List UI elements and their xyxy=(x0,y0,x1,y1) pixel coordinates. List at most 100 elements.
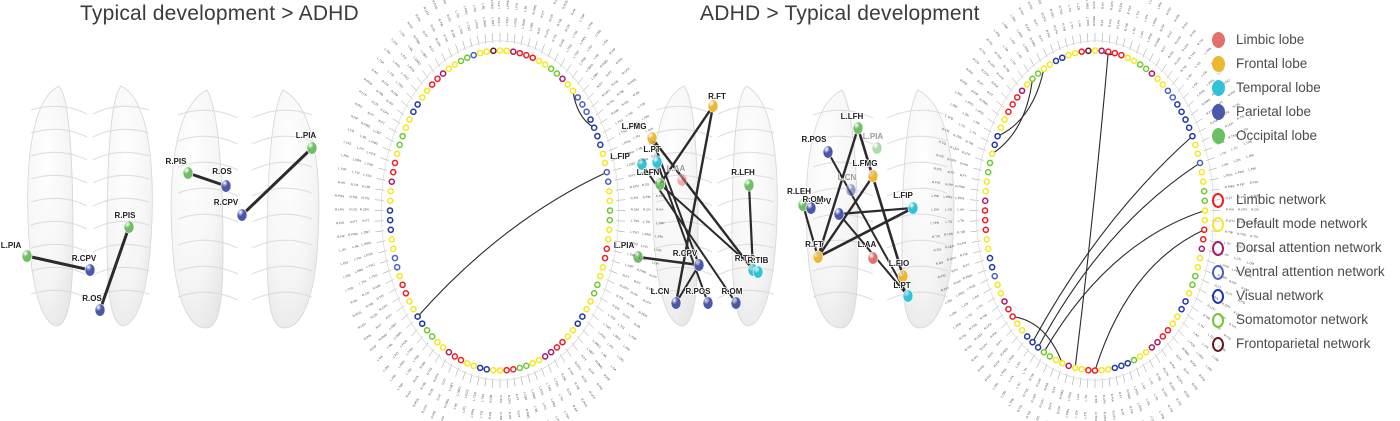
ring-node[interactable] xyxy=(1169,94,1177,101)
ring-node[interactable] xyxy=(523,51,530,59)
ring-node[interactable] xyxy=(984,245,992,253)
ring-node[interactable] xyxy=(1046,353,1054,360)
legend-row[interactable]: Default mode network xyxy=(1212,212,1400,236)
ring-node[interactable] xyxy=(1185,124,1193,132)
brain-node[interactable] xyxy=(220,179,232,193)
brain-node[interactable] xyxy=(651,155,663,169)
ring-node[interactable] xyxy=(1058,359,1066,367)
brain-node[interactable] xyxy=(94,303,106,317)
ring-node[interactable] xyxy=(601,254,609,262)
legend-row[interactable]: Visual network xyxy=(1212,284,1400,308)
ring-node[interactable] xyxy=(583,305,590,313)
ring-node[interactable] xyxy=(406,298,413,305)
ring-node[interactable] xyxy=(1029,75,1036,83)
ring-node[interactable] xyxy=(1130,356,1138,364)
ring-node[interactable] xyxy=(509,48,517,55)
ring-node[interactable] xyxy=(1142,348,1150,356)
ring-node[interactable] xyxy=(1142,65,1150,73)
ring-node[interactable] xyxy=(1104,366,1112,373)
ring-node[interactable] xyxy=(1164,326,1172,334)
ring-node[interactable] xyxy=(418,94,426,101)
brain-node[interactable] xyxy=(182,166,194,180)
ring-node[interactable] xyxy=(389,245,397,253)
ring-node[interactable] xyxy=(590,124,598,132)
legend-row[interactable]: Frontal lobe xyxy=(1212,52,1400,76)
legend-row[interactable]: Occipital lobe xyxy=(1212,124,1400,148)
ring-node[interactable] xyxy=(418,320,426,327)
ring-node[interactable] xyxy=(569,87,577,95)
ring-node[interactable] xyxy=(1174,101,1181,108)
ring-node[interactable] xyxy=(984,168,992,176)
ring-node[interactable] xyxy=(1018,87,1026,95)
ring-node[interactable] xyxy=(387,187,395,195)
ring-node[interactable] xyxy=(547,348,555,356)
ring-node[interactable] xyxy=(451,353,459,360)
legend-row[interactable]: Limbic network xyxy=(1212,188,1400,212)
ring-node[interactable] xyxy=(1200,226,1208,234)
ring-node[interactable] xyxy=(1078,48,1086,55)
ring-node[interactable] xyxy=(1071,364,1079,372)
ring-node[interactable] xyxy=(476,364,484,372)
ring-node[interactable] xyxy=(1201,197,1209,205)
brain-node[interactable] xyxy=(632,250,644,264)
ring-node[interactable] xyxy=(603,245,611,253)
ring-node[interactable] xyxy=(1023,81,1031,88)
ring-node[interactable] xyxy=(597,272,604,280)
ring-node[interactable] xyxy=(599,150,607,158)
ring-node[interactable] xyxy=(463,54,471,62)
ring-node[interactable] xyxy=(1029,338,1036,346)
ring-node[interactable] xyxy=(410,305,417,313)
ring-node[interactable] xyxy=(991,272,998,280)
ring-node[interactable] xyxy=(529,359,537,367)
brain-node[interactable] xyxy=(822,145,834,159)
ring-node[interactable] xyxy=(541,353,549,360)
ring-node[interactable] xyxy=(1178,305,1185,313)
ring-node[interactable] xyxy=(1001,116,1008,123)
ring-node[interactable] xyxy=(463,359,471,367)
ring-node[interactable] xyxy=(423,326,431,334)
ring-node[interactable] xyxy=(983,236,991,243)
ring-node[interactable] xyxy=(541,61,549,68)
ring-node[interactable] xyxy=(982,226,990,234)
ring-node[interactable] xyxy=(574,320,582,327)
ring-node[interactable] xyxy=(1034,344,1042,351)
ring-node[interactable] xyxy=(1040,65,1048,73)
ring-node[interactable] xyxy=(470,51,477,59)
ring-node[interactable] xyxy=(597,141,604,149)
legend-row[interactable]: Parietal lobe xyxy=(1212,100,1400,124)
ring-node[interactable] xyxy=(1001,298,1008,305)
ring-node[interactable] xyxy=(402,124,410,132)
ring-node[interactable] xyxy=(1136,61,1144,68)
ring-node[interactable] xyxy=(414,101,421,108)
brain-node[interactable] xyxy=(752,265,764,279)
ring-node[interactable] xyxy=(509,366,517,373)
ring-node[interactable] xyxy=(981,197,989,205)
ring-node[interactable] xyxy=(1018,326,1026,334)
brain-node[interactable] xyxy=(646,131,658,145)
brain-node[interactable] xyxy=(676,173,688,187)
ring-node[interactable] xyxy=(982,187,990,195)
ring-node[interactable] xyxy=(1201,216,1209,224)
ring-node[interactable] xyxy=(496,47,504,54)
ring-node[interactable] xyxy=(496,367,504,374)
ring-node[interactable] xyxy=(1118,362,1125,370)
ring-node[interactable] xyxy=(553,70,561,77)
ring-node[interactable] xyxy=(1124,359,1132,367)
brain-node[interactable] xyxy=(702,296,714,310)
ring-node[interactable] xyxy=(1194,150,1202,158)
brain-node[interactable] xyxy=(867,169,879,183)
legend-row[interactable]: Ventral attention network xyxy=(1212,260,1400,284)
ring-node[interactable] xyxy=(1005,108,1012,116)
brain-node[interactable] xyxy=(805,201,817,215)
ring-node[interactable] xyxy=(457,57,465,65)
ring-node[interactable] xyxy=(445,65,453,73)
ring-node[interactable] xyxy=(1185,289,1193,297)
ring-node[interactable] xyxy=(386,216,394,224)
brain-node[interactable] xyxy=(654,177,666,191)
brain-node[interactable] xyxy=(636,157,648,171)
ring-node[interactable] xyxy=(490,47,497,55)
ring-node[interactable] xyxy=(386,197,394,205)
ring-node[interactable] xyxy=(606,216,614,224)
ring-node[interactable] xyxy=(1071,49,1079,57)
ring-node[interactable] xyxy=(574,94,582,101)
